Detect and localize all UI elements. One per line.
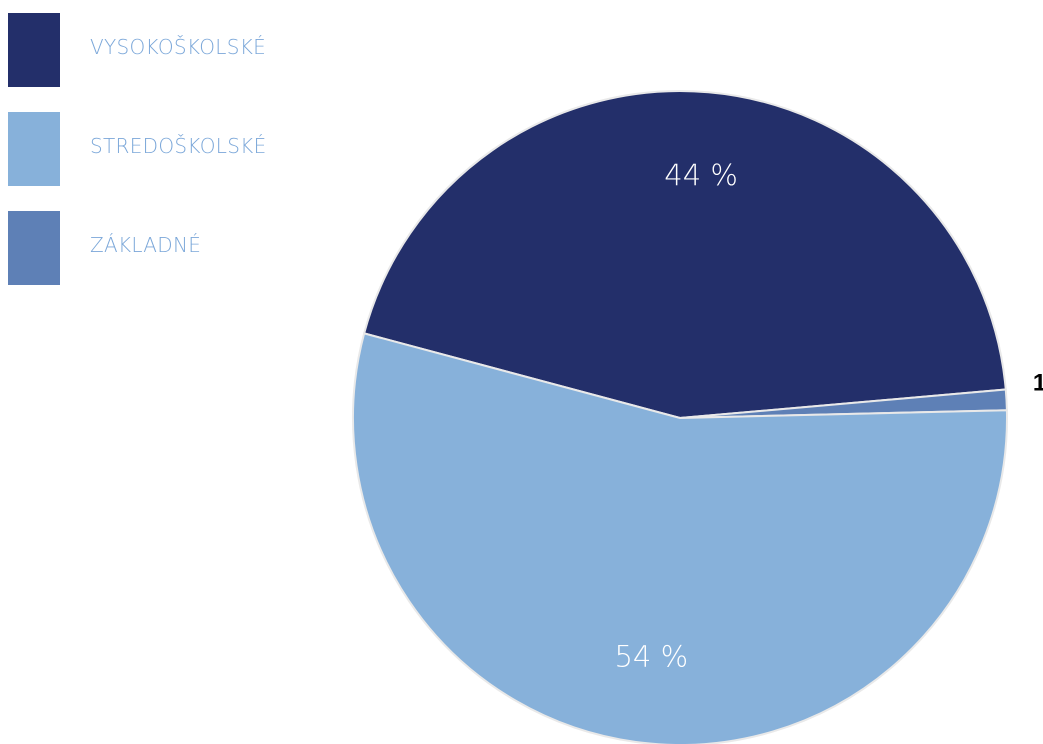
pie-labels: 44 % 1 % 54 % xyxy=(614,158,1043,673)
pie-slice-stredoskolske xyxy=(352,332,1008,744)
legend-swatch-vysokoskolske xyxy=(8,13,60,87)
legend-label-zakladne: ZÁKLADNÉ xyxy=(90,233,202,257)
legend-label-stredoskolske: STREDOŠKOLSKÉ xyxy=(90,134,267,158)
pie-label-vysokoskolske: 44 % xyxy=(664,158,738,192)
chart-legend: VYSOKOŠKOLSKÉ STREDOŠKOLSKÉ ZÁKLADNÉ xyxy=(8,13,338,310)
legend-item-stredoskolske: STREDOŠKOLSKÉ xyxy=(8,112,338,186)
pie-label-zakladne: 1 % xyxy=(1033,369,1043,396)
legend-label-vysokoskolske: VYSOKOŠKOLSKÉ xyxy=(90,35,267,59)
legend-item-vysokoskolske: VYSOKOŠKOLSKÉ xyxy=(8,13,338,87)
pie-slices xyxy=(352,90,1008,744)
pie-slice-vysokoskolske xyxy=(362,90,1007,420)
legend-swatch-stredoskolske xyxy=(8,112,60,186)
legend-swatch-zakladne xyxy=(8,211,60,285)
pie-label-stredoskolske: 54 % xyxy=(614,639,688,673)
legend-item-zakladne: ZÁKLADNÉ xyxy=(8,211,338,285)
